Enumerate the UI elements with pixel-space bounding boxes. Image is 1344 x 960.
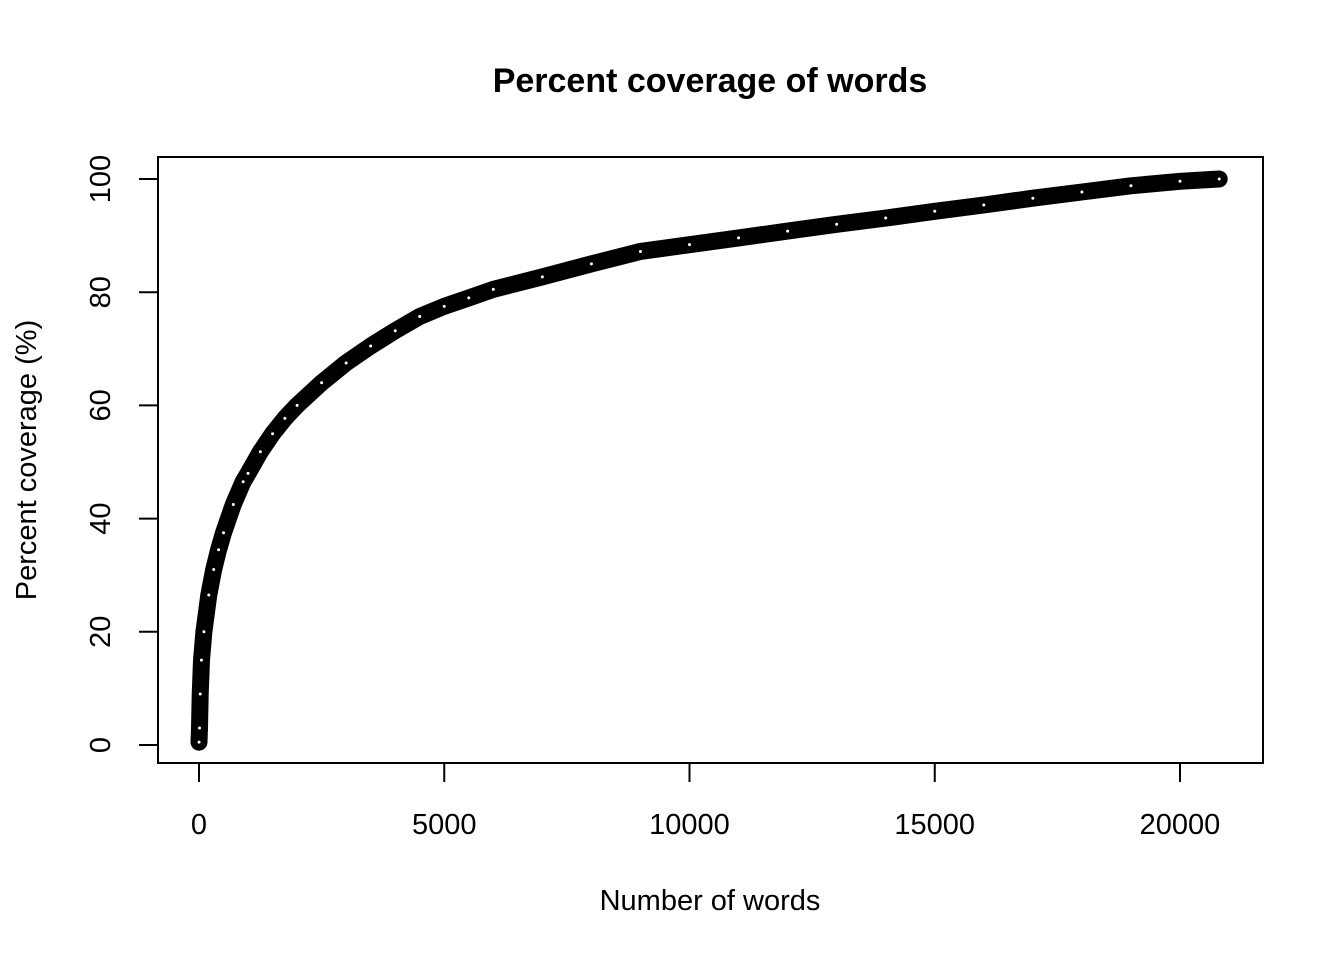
data-point — [538, 273, 546, 281]
data-point — [1029, 194, 1037, 202]
y-tick-label: 0 — [85, 737, 117, 753]
data-point — [281, 414, 289, 422]
data-point — [239, 478, 247, 486]
data-point — [367, 342, 375, 350]
x-tick-label: 0 — [191, 809, 207, 841]
data-point — [391, 327, 399, 335]
data-point — [416, 313, 424, 321]
y-tick-label: 40 — [85, 502, 117, 534]
data-point — [440, 302, 448, 310]
data-point — [882, 214, 890, 222]
y-tick-label: 60 — [85, 389, 117, 421]
data-point — [784, 227, 792, 235]
data-point — [465, 294, 473, 302]
data-point — [636, 247, 644, 255]
y-tick-label: 80 — [85, 276, 117, 308]
y-tick-label: 100 — [85, 155, 117, 203]
y-axis-label: Percent coverage (%) — [11, 320, 43, 600]
x-axis-label: Number of words — [600, 885, 821, 917]
data-point — [197, 656, 205, 664]
series-layer — [190, 170, 1228, 751]
y-axis: 0 20 40 60 80 100 — [85, 155, 159, 753]
data-point — [220, 529, 228, 537]
data-point — [229, 500, 237, 508]
data-point — [1078, 188, 1086, 196]
data-point — [200, 628, 208, 636]
data-point — [215, 546, 223, 554]
x-tick-label: 10000 — [649, 809, 730, 841]
x-axis: 0 5000 10000 15000 20000 — [191, 762, 1221, 841]
data-point — [1176, 177, 1184, 185]
data-point — [244, 469, 252, 477]
data-point — [293, 401, 301, 409]
data-point — [735, 234, 743, 242]
data-point — [318, 379, 326, 387]
data-point — [195, 738, 203, 746]
data-point — [269, 430, 277, 438]
data-point — [342, 359, 350, 367]
data-point — [195, 724, 203, 732]
data-point — [686, 241, 693, 249]
series-curve — [190, 170, 1228, 751]
x-tick-label: 5000 — [412, 809, 477, 841]
data-point — [256, 448, 264, 456]
data-point — [489, 285, 497, 293]
data-point — [1127, 182, 1135, 190]
chart-title: Percent coverage of words — [493, 62, 928, 100]
data-point — [931, 207, 939, 215]
data-point — [980, 201, 988, 209]
y-tick-label: 20 — [85, 616, 117, 648]
data-point — [587, 260, 595, 268]
x-tick-label: 15000 — [894, 809, 975, 841]
data-point — [210, 566, 218, 574]
data-point — [833, 220, 841, 228]
x-tick-label: 20000 — [1140, 809, 1221, 841]
data-point — [205, 591, 213, 599]
data-point — [1215, 175, 1223, 183]
data-point — [196, 690, 204, 698]
